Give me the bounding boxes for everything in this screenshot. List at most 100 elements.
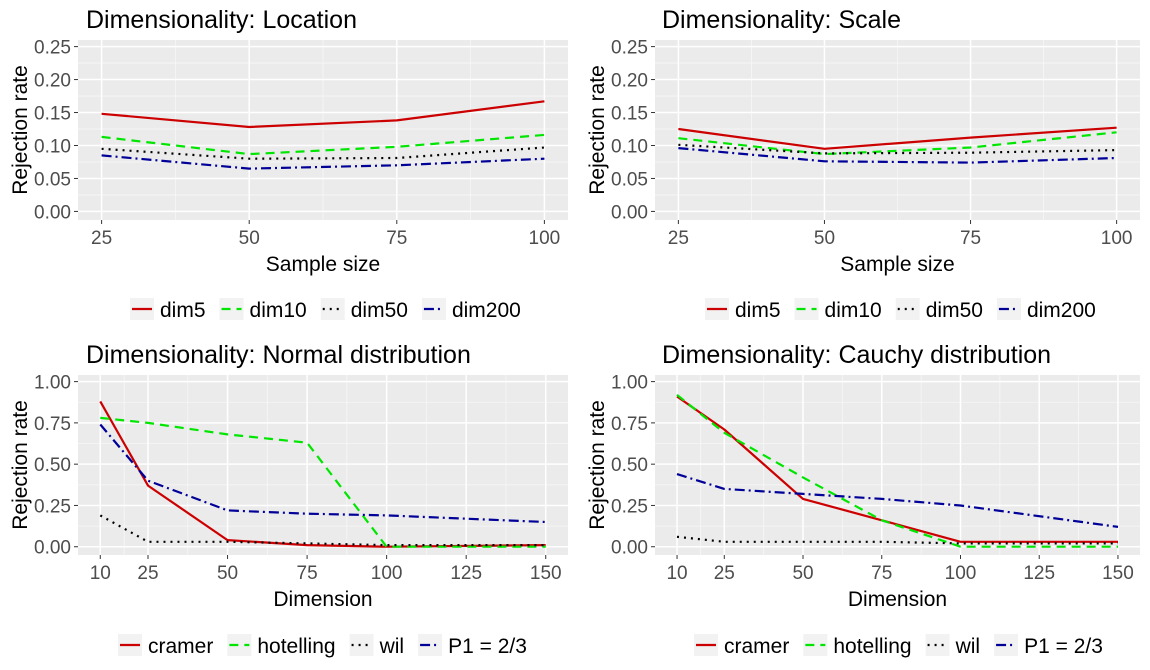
legend: cramer hotelling wil P1 = 2/3 (694, 634, 1103, 658)
y-tick-label: 0.10 (34, 136, 71, 157)
y-axis-title: Rejection rate (586, 400, 609, 530)
y-axis-title: Rejection rate (9, 65, 32, 195)
y-tick-label: 0.15 (611, 104, 648, 125)
legend-label: dim50 (351, 299, 408, 322)
legend-key (803, 634, 828, 656)
x-axis-title: Sample size (266, 253, 380, 276)
series-line-dim50 (678, 143, 1117, 155)
legend-label: hotelling (257, 635, 335, 658)
legend: cramer hotelling wil P1 = 2/3 (118, 634, 527, 658)
legend-key (349, 634, 374, 656)
x-tick-label: 25 (714, 563, 735, 584)
legend-label: dim50 (926, 299, 983, 322)
y-tick-label: 0.50 (611, 455, 648, 476)
y-tick-label: 0.25 (34, 496, 71, 517)
series-line-hotelling (100, 416, 546, 548)
legend-label: dim10 (250, 299, 307, 322)
chart-panel-3: Dimensionality: Normal distribution 0.00 0… (9, 341, 568, 658)
legend-label: dim10 (825, 299, 882, 322)
legend-label: dim5 (735, 299, 781, 322)
legend-key (895, 298, 920, 320)
x-tick-label: 100 (371, 563, 403, 584)
x-tick-label: 125 (450, 563, 482, 584)
x-tick-label: 25 (668, 228, 689, 249)
y-tick-label: 0.05 (611, 169, 648, 190)
y-tick-label: 0.20 (611, 71, 648, 92)
y-tick-label: 0.00 (611, 202, 648, 223)
y-tick-label: 0.75 (34, 414, 71, 435)
series-line-hotelling (676, 393, 1118, 548)
x-tick-label: 150 (1102, 563, 1134, 584)
y-tick-label: 0.00 (34, 202, 71, 223)
legend-key (794, 298, 819, 320)
y-axis-title: Rejection rate (586, 65, 609, 195)
legend-label: wil (379, 635, 405, 658)
x-tick-label: 25 (137, 563, 158, 584)
y-tick-label: 0.15 (34, 104, 71, 125)
x-tick-label: 50 (814, 228, 835, 249)
y-tick-label: 0.00 (34, 538, 71, 559)
legend-label: hotelling (833, 635, 911, 658)
x-tick-label: 50 (239, 228, 260, 249)
series-line-dim200 (678, 147, 1117, 164)
series-line-p1-2-3 (676, 473, 1119, 528)
series-line-dim5 (101, 100, 545, 129)
legend-key (320, 298, 345, 320)
x-tick-label: 10 (666, 563, 687, 584)
x-tick-label: 75 (297, 563, 318, 584)
legend-key (227, 634, 252, 656)
legend-label: cramer (148, 635, 213, 658)
chart-title: Dimensionality: Normal distribution (86, 341, 471, 369)
y-tick-label: 0.25 (34, 38, 71, 59)
series-line-p1-2-3 (99, 423, 546, 524)
chart-title: Dimensionality: Cauchy distribution (662, 341, 1051, 369)
y-tick-label: 0.25 (611, 38, 648, 59)
chart-panel-4: Dimensionality: Cauchy distribution 0.00 0… (586, 341, 1140, 658)
y-tick-label: 0.05 (34, 169, 71, 190)
x-axis-title: Dimension (273, 588, 372, 611)
x-tick-label: 100 (529, 228, 561, 249)
legend-label: dim200 (452, 299, 521, 322)
legend-label: dim200 (1027, 299, 1096, 322)
legend: dim5 dim10 dim50 dim200 (130, 298, 521, 322)
y-tick-label: 0.10 (611, 136, 648, 157)
y-tick-label: 0.20 (34, 71, 71, 92)
y-axis-title: Rejection rate (9, 400, 32, 530)
legend-label: dim5 (160, 299, 206, 322)
legend-label: P1 = 2/3 (448, 635, 527, 658)
y-tick-label: 0.50 (34, 455, 71, 476)
y-tick-label: 1.00 (611, 373, 648, 394)
chart-panel-2: Dimensionality: Scale 0.00 0.05 0.10 0.15 0.2… (586, 6, 1140, 322)
y-tick-label: 0.00 (611, 538, 648, 559)
series-line-dim10 (678, 131, 1117, 156)
x-tick-label: 25 (91, 228, 112, 249)
chart-panel-1: Dimensionality: Location 0.00 0.05 0.10 0.15… (9, 6, 568, 322)
series-line-dim200 (101, 154, 545, 170)
legend-label: wil (955, 635, 981, 658)
x-tick-label: 50 (217, 563, 238, 584)
legend-key (925, 634, 950, 656)
x-axis-title: Sample size (840, 253, 954, 276)
series-line-dim5 (678, 126, 1117, 150)
x-tick-label: 75 (960, 228, 981, 249)
chart-title: Dimensionality: Scale (662, 6, 901, 34)
y-tick-label: 0.75 (611, 414, 648, 435)
x-tick-label: 100 (945, 563, 977, 584)
x-tick-label: 150 (530, 563, 562, 584)
x-tick-label: 125 (1023, 563, 1055, 584)
legend-label: cramer (724, 635, 789, 658)
y-tick-label: 0.25 (611, 496, 648, 517)
x-tick-label: 50 (792, 563, 813, 584)
x-axis-title: Dimension (848, 588, 947, 611)
x-tick-label: 75 (386, 228, 407, 249)
plot-background (78, 375, 568, 555)
x-tick-label: 75 (871, 563, 892, 584)
x-tick-label: 100 (1101, 228, 1133, 249)
legend-label: P1 = 2/3 (1024, 635, 1103, 658)
x-tick-label: 10 (90, 563, 111, 584)
series-line-cramer (676, 395, 1118, 543)
chart-title: Dimensionality: Location (86, 6, 357, 34)
y-tick-label: 1.00 (34, 373, 71, 394)
legend-key (219, 298, 244, 320)
